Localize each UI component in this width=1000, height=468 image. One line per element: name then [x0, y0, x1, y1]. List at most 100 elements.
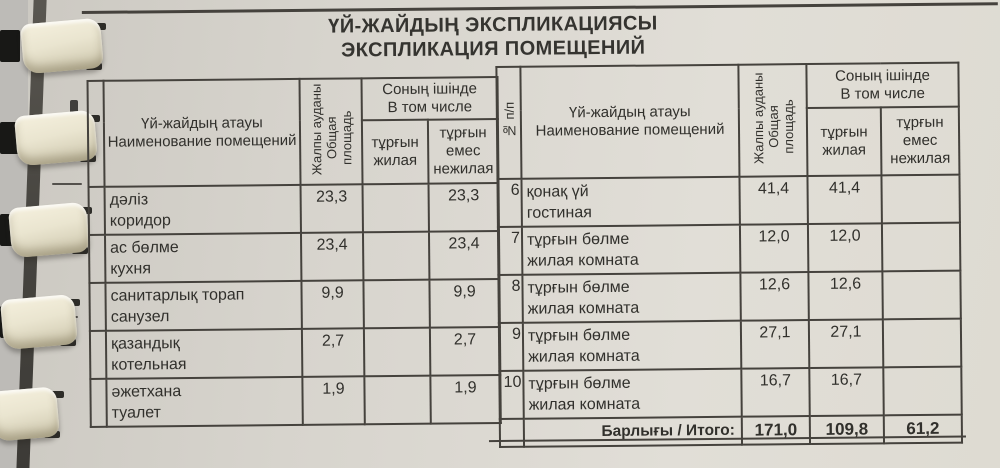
row-nonresidential: [881, 222, 961, 272]
row-residential: [364, 375, 431, 425]
row-residential: 27,1: [808, 319, 884, 369]
row-name-ru: туалет: [111, 404, 162, 422]
row-name: ас бөлме кухня: [104, 232, 302, 283]
row-name: дәліз коридор: [104, 184, 301, 235]
row-num: 6: [497, 178, 522, 228]
row-name-ru: жилая комната: [527, 251, 639, 270]
col-header-including: Соның ішінде В том числе: [806, 62, 959, 109]
row-total-area: 23,3: [300, 184, 363, 233]
table-row: әжетхана туалет 1,9 1,9: [90, 375, 501, 427]
row-num: 8: [498, 274, 523, 324]
row-name-kk: тұрғын бөлме: [527, 326, 631, 345]
row-name-ru: коридор: [109, 212, 171, 230]
row-name-kk: дәліз: [109, 191, 149, 209]
table-row: қазандық котельная 2,7 2,7: [89, 327, 501, 379]
totals-label: Барлығы / Итого:: [523, 416, 743, 447]
table-row: ас бөлме кухня 23,4 23,4: [88, 231, 500, 283]
including-kk: Соның ішінде: [835, 66, 930, 85]
table-row: 6 қонақ үй гостиная 41,4 41,4: [497, 174, 960, 228]
col-header-including: Соның ішінде В том числе: [361, 77, 498, 121]
col-header-num-left: [87, 80, 105, 187]
col-header-nonresidential: тұрғын емес нежилая: [427, 119, 499, 184]
nonresidential-kk: тұрғын емес: [896, 113, 944, 150]
totals-total-area: 171,0: [741, 416, 811, 445]
row-name: тұрғын бөлме жилая комната: [522, 320, 742, 371]
row-num: [88, 186, 105, 235]
row-total-area: 12,6: [740, 272, 809, 321]
row-name-kk: тұрғын бөлме: [526, 230, 630, 249]
name-header-kk: Үй-жайдың атауы: [141, 114, 263, 133]
row-name-kk: тұрғын бөлме: [528, 374, 631, 393]
nonresidential-ru: нежилая: [890, 149, 951, 168]
explication-table-right: № п/п Үй-жайдың атауы Наименование помещ…: [495, 62, 963, 448]
including-kk: Соның ішінде: [382, 80, 478, 99]
col-header-total-area: Жалпы ауданы Общая площадь: [299, 78, 363, 185]
total-area-kk: Жалпы ауданы: [308, 83, 324, 176]
col-header-nonresidential: тұрғын емес нежилая: [880, 106, 960, 176]
row-residential: 41,4: [807, 175, 882, 225]
including-ru: В том числе: [840, 84, 926, 103]
row-name-ru: гостиная: [526, 204, 592, 222]
document-title: ҮЙ-ЖАЙДЫҢ ЭКСПЛИКАЦИЯСЫ ЭКСПЛИКАЦИЯ ПОМЕ…: [88, 9, 898, 65]
row-residential: [362, 231, 430, 281]
col-header-total-area: Жалпы ауданы Общая площадь: [738, 64, 808, 177]
nonresidential-ru: нежилая: [433, 160, 494, 178]
row-name: тұрғын бөлме жилая комната: [521, 224, 741, 275]
row-name-kk: ас бөлме: [110, 239, 179, 257]
row-nonresidential: [883, 366, 962, 416]
row-name: қазандық котельная: [105, 328, 303, 379]
row-name: әжетхана туалет: [106, 376, 303, 427]
row-total-area: 41,4: [739, 176, 808, 225]
row-nonresidential: 2,7: [429, 327, 501, 376]
row-total-area: 9,9: [301, 280, 364, 329]
row-name: тұрғын бөлме жилая комната: [523, 368, 742, 419]
residential-kk: тұрғын: [820, 123, 868, 141]
row-name-ru: котельная: [111, 356, 187, 374]
row-name-ru: кухня: [110, 260, 152, 278]
row-nonresidential: [882, 318, 962, 368]
row-total-area: 23,4: [300, 232, 364, 281]
row-name-kk: қазандық: [110, 335, 180, 353]
row-total-area: 16,7: [741, 368, 810, 417]
row-name-ru: жилая комната: [528, 395, 641, 414]
residential-ru: жилая: [373, 151, 418, 170]
row-residential: [362, 183, 429, 233]
table-row: 7 тұрғын бөлме жилая комната 12,0 12,0: [497, 222, 961, 276]
table-row: 9 тұрғын бөлме жилая комната 27,1 27,1: [498, 318, 962, 372]
row-nonresidential: 9,9: [429, 279, 500, 328]
table-row: 10 тұрғын бөлме жилая комната 16,7 16,7: [499, 366, 962, 420]
row-residential: [363, 327, 431, 377]
row-num: [88, 234, 106, 283]
total-area-kk: Жалпы ауданы: [749, 72, 766, 164]
table-row: 8 тұрғын бөлме жилая комната 12,6 12,6: [498, 270, 961, 324]
row-name-ru: жилая комната: [527, 299, 640, 318]
photo-artifact: [52, 183, 82, 185]
row-nonresidential: 1,9: [430, 375, 501, 424]
row-name-ru: санузел: [110, 308, 170, 326]
including-ru: В том числе: [387, 98, 473, 117]
binding-hole-icon: [0, 30, 20, 62]
row-name-kk: әжетхана: [111, 383, 182, 401]
col-header-residential: тұрғын жилая: [806, 107, 882, 177]
row-num: 9: [498, 322, 524, 372]
totals-row: Барлығы / Итого: 171,0 109,8 61,2: [499, 414, 963, 448]
row-total-area: 12,0: [739, 224, 809, 273]
row-nonresidential: [881, 174, 960, 224]
col-header-num: № п/п: [496, 66, 522, 180]
totals-nonresidential: 61,2: [883, 414, 963, 444]
residential-kk: тұрғын: [371, 133, 419, 152]
residential-ru: жилая: [822, 141, 867, 159]
row-total-area: 1,9: [302, 376, 365, 425]
totals-num-spacer: [499, 418, 525, 448]
total-area-ru: Общая площадь: [765, 99, 796, 154]
row-name-ru: жилая комната: [528, 347, 640, 366]
row-name-kk: тұрғын бөлме: [527, 278, 630, 297]
total-area-ru: Общая площадь: [323, 110, 354, 165]
table-row: санитарлық торап санузел 9,9 9,9: [89, 279, 500, 331]
row-name: қонақ үй гостиная: [521, 176, 740, 227]
ring-slot-mark: [48, 391, 64, 398]
row-nonresidential: [882, 270, 961, 320]
table-row: дәліз коридор 23,3 23,3: [88, 183, 499, 235]
